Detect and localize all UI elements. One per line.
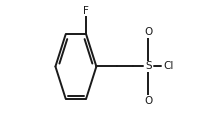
Text: S: S <box>145 61 152 72</box>
Text: O: O <box>144 27 153 37</box>
Text: O: O <box>144 96 153 106</box>
Text: F: F <box>83 6 89 16</box>
Text: Cl: Cl <box>164 61 174 72</box>
